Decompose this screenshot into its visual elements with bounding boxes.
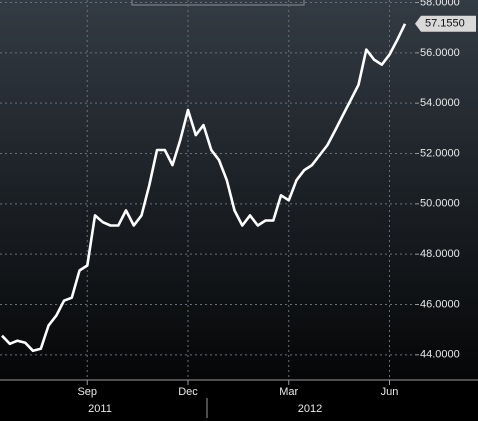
- y-tick-label: 52.0000: [420, 147, 460, 159]
- x-tick-label: Mar: [279, 386, 298, 398]
- y-tick-label: 50.0000: [420, 198, 460, 210]
- plot-background: [0, 0, 478, 380]
- y-tick-label: 56.0000: [420, 47, 460, 59]
- x-tick-label: Dec: [178, 386, 198, 398]
- x-axis-band: [0, 380, 478, 421]
- y-tick-label: 48.0000: [420, 248, 460, 260]
- legend-box: [131, 0, 305, 6]
- y-tick-label: 46.0000: [420, 298, 460, 310]
- year-label: 2012: [298, 403, 322, 415]
- y-tick-label: 44.0000: [420, 349, 460, 361]
- series-line: [1, 23, 407, 353]
- y-tick-label: 54.0000: [420, 97, 460, 109]
- last-value-box: [415, 15, 476, 32]
- x-tick-label: Jun: [381, 386, 399, 398]
- last-value-label: 57.1550: [425, 18, 465, 30]
- y-tick-label: 58.0000: [420, 0, 460, 8]
- x-tick-label: Sep: [77, 386, 97, 398]
- year-label: 2011: [88, 403, 112, 415]
